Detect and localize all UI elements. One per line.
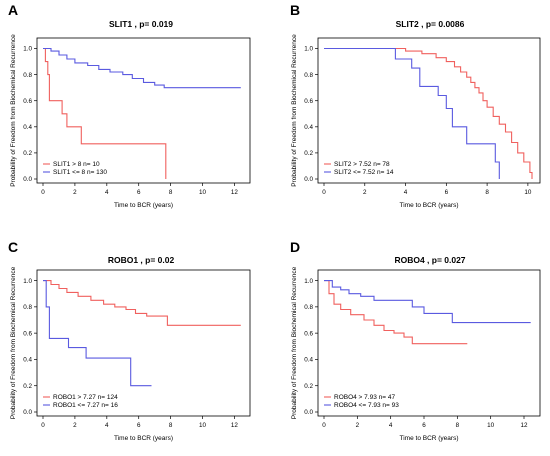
y-tick-label: 0.4 (23, 124, 32, 131)
legend-anchor (43, 390, 44, 391)
km-panel-d: D ROBO4 , p= 0.027 0.0 0.2 0.4 0.6 0.8 1.0 0 2 4 6 8… (290, 239, 541, 442)
plot-frame (36, 37, 251, 184)
y-tick-label: 0.8 (23, 72, 32, 79)
legend-anchor (324, 157, 325, 158)
y-tick-label: 0.6 (304, 98, 313, 105)
x-tick-label: 10 (199, 189, 207, 196)
panel-letter: A (8, 2, 18, 18)
y-tick-label: 0.0 (23, 176, 32, 183)
km-panel-b: B SLIT2 , p= 0.0086 0.0 0.2 0.4 0.6 0.8 1.0 0 2 4 6… (290, 2, 541, 209)
x-tick-label: 8 (169, 422, 173, 429)
x-tick-label: 6 (445, 189, 449, 196)
panel-letter: B (290, 2, 300, 18)
legend-entry: SLIT1 > 8 n= 10 (53, 161, 100, 168)
panel-letter: D (290, 239, 300, 255)
x-tick-label: 2 (356, 422, 360, 429)
y-tick-label: 0.2 (304, 150, 313, 157)
legend-entry: ROBO1 > 7.27 n= 124 (53, 394, 118, 401)
y-tick-label: 0.2 (304, 383, 313, 390)
plot-frame (36, 269, 251, 417)
y-tick-label: 0.8 (304, 304, 313, 311)
legend-entry: ROBO4 > 7.93 n= 47 (334, 394, 395, 401)
chart-title: ROBO4 , p= 0.027 (394, 255, 465, 265)
y-tick-label: 0.6 (304, 330, 313, 337)
x-tick-label: 0 (41, 422, 45, 429)
legend-entry: ROBO1 <= 7.27 n= 16 (53, 402, 118, 409)
x-tick-label: 10 (524, 189, 532, 196)
km-curve-red (324, 280, 468, 345)
x-tick-label: 4 (105, 189, 109, 196)
x-axis-label: Time to BCR (years) (114, 435, 173, 442)
x-tick-label: 2 (73, 422, 77, 429)
km-curve-blue (43, 280, 152, 387)
y-tick-label: 0.4 (304, 124, 313, 131)
panel-letter: C (8, 239, 18, 255)
x-tick-label: 0 (41, 189, 45, 196)
x-tick-label: 8 (169, 189, 173, 196)
x-axis-label: Time to BCR (years) (400, 202, 459, 209)
legend-entry: SLIT2 <= 7.52 n= 14 (334, 169, 394, 176)
x-tick-label: 12 (231, 422, 239, 429)
y-tick-label: 1.0 (23, 46, 32, 53)
km-curve-red (324, 47, 533, 179)
y-tick-label: 0.6 (23, 330, 32, 337)
y-axis-label: Probability of Freedom from Biochemical … (10, 34, 17, 187)
chart-title: SLIT2 , p= 0.0086 (396, 19, 465, 29)
legend-entry: SLIT1 <= 8 n= 130 (53, 169, 107, 176)
x-tick-label: 0 (322, 189, 326, 196)
x-tick-label: 10 (199, 422, 207, 429)
y-tick-label: 0.0 (304, 409, 313, 416)
km-curve-red (43, 280, 241, 326)
y-tick-label: 0.4 (23, 357, 32, 364)
x-tick-label: 6 (422, 422, 426, 429)
y-axis-label: Probability of Freedom from Biochemical … (291, 266, 298, 419)
y-tick-label: 0.6 (23, 98, 32, 105)
legend-anchor (324, 390, 325, 391)
chart-title: ROBO1 , p= 0.02 (108, 255, 175, 265)
chart-title: SLIT1 , p= 0.019 (109, 19, 173, 29)
x-tick-label: 12 (520, 422, 528, 429)
y-tick-label: 1.0 (304, 46, 313, 53)
km-panel-c: C ROBO1 , p= 0.02 0.0 0.2 0.4 0.6 0.8 1.0 0 2 4 6 8 1… (8, 239, 251, 442)
km-curve-blue (324, 280, 531, 324)
plot-frame (317, 269, 541, 417)
y-tick-label: 0.0 (304, 176, 313, 183)
x-tick-label: 8 (485, 189, 489, 196)
x-axis-label: Time to BCR (years) (400, 435, 459, 442)
y-tick-label: 0.4 (304, 357, 313, 364)
x-tick-label: 2 (73, 189, 77, 196)
y-tick-label: 1.0 (304, 278, 313, 285)
x-tick-label: 2 (363, 189, 367, 196)
km-curve-blue (43, 47, 241, 89)
km-panel-a: A SLIT1 , p= 0.019 0.0 0.2 0.4 0.6 0.8 1.0 0 2 4 6 8… (8, 2, 251, 209)
x-tick-label: 10 (487, 422, 495, 429)
km-curve-blue (324, 47, 500, 179)
y-axis-label: Probability of Freedom from Biochemical … (10, 266, 17, 419)
x-tick-label: 6 (137, 189, 141, 196)
legend-entry: SLIT2 > 7.52 n= 78 (334, 161, 390, 168)
y-axis-label: Probability of Freedom from Biochemical … (291, 34, 298, 187)
x-tick-label: 0 (322, 422, 326, 429)
x-tick-label: 12 (231, 189, 239, 196)
y-tick-label: 1.0 (23, 278, 32, 285)
x-tick-label: 4 (404, 189, 408, 196)
x-tick-label: 8 (456, 422, 460, 429)
x-tick-label: 4 (389, 422, 393, 429)
x-tick-label: 6 (137, 422, 141, 429)
y-tick-label: 0.0 (23, 409, 32, 416)
x-tick-label: 4 (105, 422, 109, 429)
km-curve-red (43, 47, 167, 179)
legend-anchor (43, 157, 44, 158)
y-tick-label: 0.8 (304, 72, 313, 79)
legend-entry: ROBO4 <= 7.93 n= 93 (334, 402, 399, 409)
y-tick-label: 0.2 (23, 150, 32, 157)
x-axis-label: Time to BCR (years) (114, 202, 173, 209)
y-tick-label: 0.8 (23, 304, 32, 311)
y-tick-label: 0.2 (23, 383, 32, 390)
plot-frame (317, 37, 541, 184)
